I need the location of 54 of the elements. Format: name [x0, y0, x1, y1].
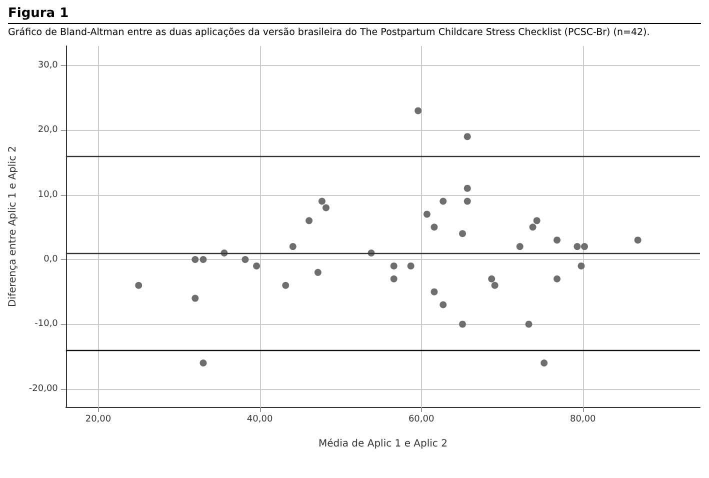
point [554, 236, 561, 244]
point [135, 282, 142, 289]
point [464, 184, 471, 192]
y-tick-label: 0,0 [44, 254, 58, 264]
point [634, 236, 642, 244]
point [430, 288, 438, 296]
point [533, 217, 540, 224]
y-tick-label: 20,0 [38, 125, 58, 136]
chart-title: Figura 1 [8, 6, 701, 24]
point [322, 204, 330, 212]
point [414, 107, 422, 114]
point [192, 294, 199, 302]
point [459, 230, 466, 238]
point [318, 198, 326, 205]
x-axis-title: Média de Aplic 1 e Aplic 2 [318, 438, 448, 450]
point [529, 224, 536, 231]
point [407, 262, 414, 270]
point [581, 243, 588, 250]
point [390, 262, 398, 270]
point [554, 275, 561, 282]
point [200, 360, 207, 367]
point [525, 320, 532, 328]
point [314, 268, 322, 276]
point [440, 301, 447, 308]
point [491, 282, 498, 289]
y-tick-label: -20,00 [28, 384, 58, 394]
point [192, 256, 199, 263]
y-tick-label: 30,0 [38, 60, 58, 70]
point [578, 262, 585, 270]
point [464, 198, 471, 205]
x-tick-label: 60,00 [408, 414, 434, 424]
point [289, 243, 296, 250]
point [306, 217, 313, 224]
point [242, 256, 249, 263]
point [253, 262, 260, 270]
x-tick-label: 20,00 [85, 414, 112, 424]
y-tick-label: -10,0 [34, 319, 58, 330]
point [440, 198, 447, 205]
point [459, 320, 466, 328]
y-tick-label: 10,0 [38, 190, 58, 200]
point [390, 275, 398, 282]
point [540, 360, 548, 367]
point [423, 210, 430, 218]
point [200, 256, 207, 263]
y-axis-title: Diferença entre Aplic 1 e Aplic 2 [8, 146, 18, 308]
chart-subtitle: Gráfico de Bland-Altman entre as duas aplicações da versão brasileira do The Postpartum Childcare Stress Checklist (PCSC-Br) (n=42). [8, 27, 651, 38]
point [516, 243, 524, 250]
point [488, 275, 496, 282]
x-tick-label: 40,00 [246, 414, 273, 424]
x-tick-label: 80,00 [570, 414, 596, 424]
point [282, 282, 290, 289]
point [464, 133, 471, 140]
point [574, 243, 581, 250]
point [430, 224, 438, 231]
